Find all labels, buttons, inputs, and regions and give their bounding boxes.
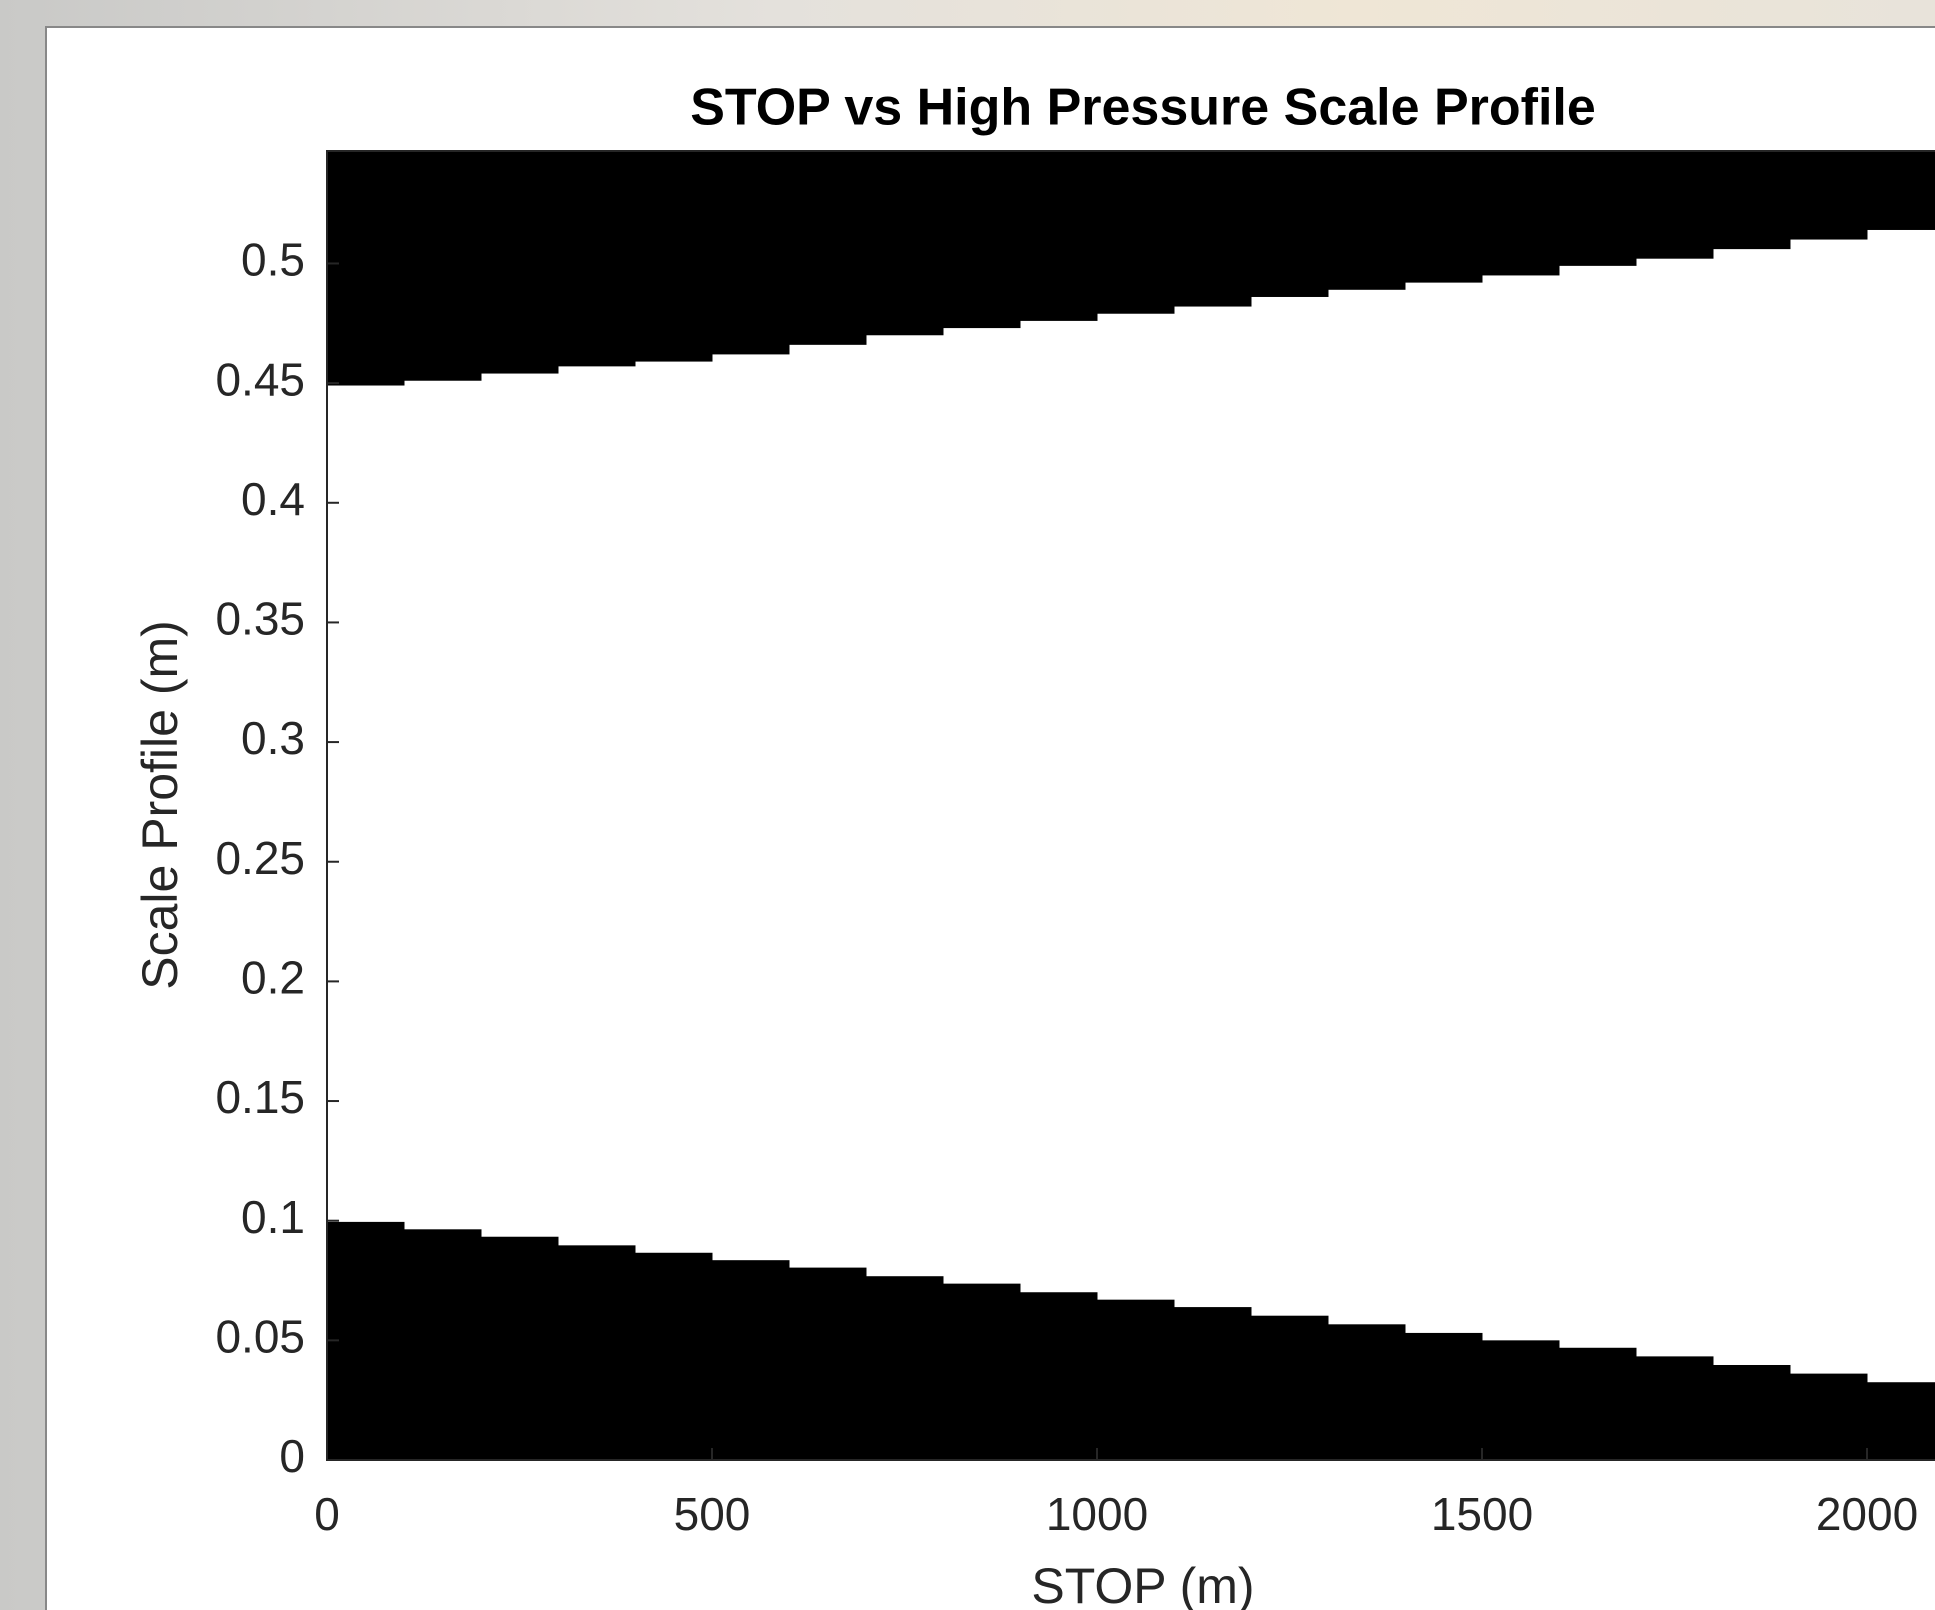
step-area xyxy=(481,1236,559,1460)
step-area xyxy=(635,1252,713,1460)
y-tick-label: 0.1 xyxy=(241,1191,305,1243)
step-area xyxy=(1251,1315,1329,1460)
step-area xyxy=(1405,151,1483,283)
step-area xyxy=(1251,151,1329,297)
x-axis-label: STOP (m) xyxy=(1031,1558,1254,1610)
step-area xyxy=(1790,151,1868,240)
chart-title: STOP vs High Pressure Scale Profile xyxy=(690,79,1596,137)
step-area xyxy=(1020,1292,1098,1460)
step-area xyxy=(1713,151,1791,250)
y-axis-label: Scale Profile (m) xyxy=(132,620,188,990)
y-tick-label: 0.5 xyxy=(241,234,305,286)
step-area xyxy=(1097,151,1175,314)
x-tick-label: 1000 xyxy=(1046,1488,1148,1540)
step-area xyxy=(1328,151,1406,290)
step-area xyxy=(1559,151,1637,266)
step-area xyxy=(1405,1332,1483,1460)
axes-box xyxy=(326,150,1935,1461)
step-area xyxy=(404,151,482,381)
step-area xyxy=(789,151,867,345)
step-area xyxy=(712,1260,790,1460)
step-area xyxy=(866,1276,944,1460)
step-area xyxy=(327,151,405,386)
y-tick-label: 0.45 xyxy=(215,353,305,405)
step-area xyxy=(1867,151,1935,230)
step-area xyxy=(1790,1373,1868,1460)
step-area xyxy=(481,151,559,374)
step-area xyxy=(327,1221,405,1460)
step-area xyxy=(1636,1356,1714,1460)
step-area xyxy=(1174,151,1252,307)
step-area xyxy=(1867,1382,1935,1460)
step-area xyxy=(866,151,944,336)
step-area xyxy=(1559,1347,1637,1460)
y-tick-label: 0.2 xyxy=(241,952,305,1004)
y-tick-label: 0.3 xyxy=(241,712,305,764)
step-area xyxy=(1636,151,1714,259)
x-tick-label: 0 xyxy=(314,1488,340,1540)
step-area xyxy=(1482,151,1560,276)
x-tick-label: 1500 xyxy=(1431,1488,1533,1540)
y-tick-label: 0.35 xyxy=(215,593,305,645)
step-area xyxy=(789,1267,867,1460)
step-area xyxy=(558,151,636,367)
step-area xyxy=(1020,151,1098,321)
step-area xyxy=(943,151,1021,329)
step-area xyxy=(1713,1364,1791,1460)
step-area xyxy=(943,1283,1021,1460)
y-tick-label: 0.15 xyxy=(215,1071,305,1123)
y-tick-label: 0.4 xyxy=(241,473,305,525)
step-area xyxy=(404,1229,482,1460)
y-tick-label: 0 xyxy=(279,1430,305,1482)
step-area xyxy=(635,151,713,362)
step-area xyxy=(1174,1307,1252,1460)
x-tick-label: 2000 xyxy=(1816,1488,1918,1540)
x-tick-label: 500 xyxy=(674,1488,751,1540)
step-area xyxy=(1328,1324,1406,1460)
step-area xyxy=(1097,1299,1175,1460)
step-area xyxy=(558,1245,636,1460)
step-area xyxy=(712,151,790,355)
step-area xyxy=(1482,1340,1560,1460)
y-tick-label: 0.25 xyxy=(215,832,305,884)
y-tick-label: 0.05 xyxy=(215,1311,305,1363)
